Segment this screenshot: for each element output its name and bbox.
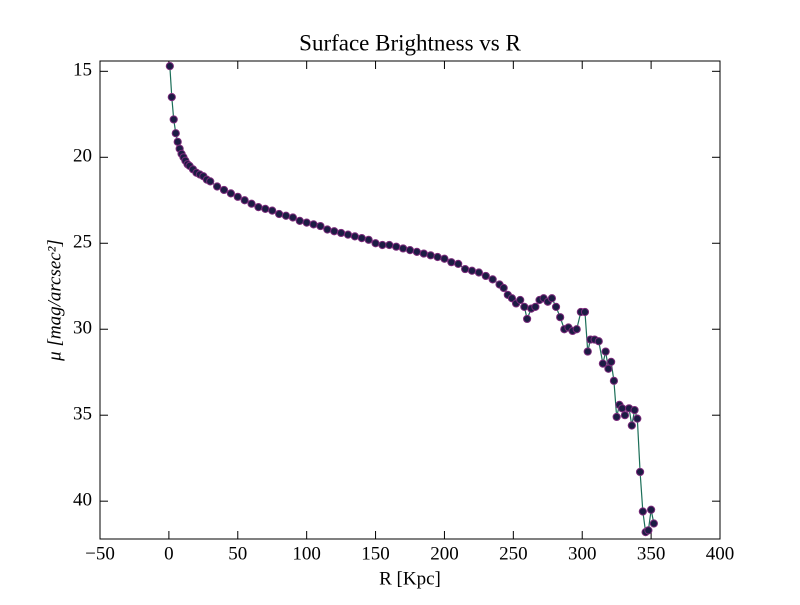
y-tick-label: 15 [73,60,92,81]
data-point [165,62,174,71]
data-point [461,264,470,274]
data-point [583,347,592,356]
data-point [598,359,607,368]
x-tick-label: 350 [637,543,666,564]
data-point [426,251,435,260]
data-point [499,283,508,293]
data-point [551,302,561,311]
data-point [167,93,176,102]
data-point [523,314,532,324]
y-tick-label: 35 [73,404,92,425]
data-point [385,240,394,250]
x-tick-label: 200 [430,543,459,564]
data-point [405,246,415,255]
data-point [516,295,525,305]
data-point [378,240,387,250]
x-tick-label: −50 [85,543,115,564]
data-point [594,337,603,346]
data-point [572,325,581,334]
data-point [275,209,284,219]
x-tick-label: 400 [706,543,735,564]
data-point [350,232,359,241]
y-tick-label: 40 [73,490,92,511]
data-point [649,519,658,528]
data-point [520,302,529,311]
data-point [630,405,639,415]
data-point [288,213,297,222]
data-point [419,249,428,258]
data-point [364,235,373,244]
data-point [556,313,565,322]
data-point [316,221,325,231]
x-tick-label: 150 [361,543,390,564]
data-point [233,192,242,201]
data-point [547,294,557,303]
y-tick-label: 25 [73,232,92,253]
data-point [357,234,366,243]
data-point [309,220,318,229]
data-point [604,364,613,373]
data-point [247,199,256,208]
data-point [612,412,621,422]
data-point [580,307,590,317]
data-point [371,239,380,248]
data-point [343,230,353,239]
x-tick-label: 0 [164,543,174,564]
data-point [392,242,401,251]
x-tick-label: 250 [499,543,528,564]
data-point [481,271,490,281]
plot-frame [99,60,721,540]
data-point [323,225,332,234]
data-point [635,467,645,477]
data-point [607,357,616,366]
data-point [268,206,277,215]
data-point [433,252,442,262]
data-point [302,218,311,227]
data-point [620,411,630,420]
data-point [213,182,222,191]
data-point [169,115,178,124]
data-point [647,505,656,514]
data-point [330,227,339,236]
data-point [618,404,627,413]
data-point [638,507,647,516]
data-point [412,247,421,256]
data-point [295,216,304,226]
x-tick-label: 50 [228,543,247,564]
data-point [254,203,263,212]
data-point [219,185,229,195]
y-tick-label: 30 [73,318,92,339]
data-point [440,254,449,263]
data-point [226,189,235,198]
data-point [173,137,182,146]
x-tick-label: 300 [568,543,597,564]
data-point [644,526,653,535]
data-point [447,258,456,267]
x-tick-label: 100 [292,543,321,564]
data-point [467,266,477,275]
data-point [399,244,408,253]
data-point [531,302,540,311]
data-point [240,196,249,205]
data-point [281,211,291,220]
chart-title: Surface Brightness vs R [299,30,521,55]
data-point [633,414,642,423]
y-axis-label: μ [mag/arcsec²] [44,239,65,362]
data-point [261,204,270,213]
data-point [474,268,483,277]
y-tick-label: 20 [73,146,92,167]
data-point [454,259,463,268]
data-point [206,177,215,186]
data-point [627,421,636,430]
data-point [609,376,619,385]
data-point [488,275,497,284]
data-point [337,228,346,238]
data-point [171,129,180,138]
data-point [601,347,610,356]
x-axis-label: R [Kpc] [379,568,441,589]
